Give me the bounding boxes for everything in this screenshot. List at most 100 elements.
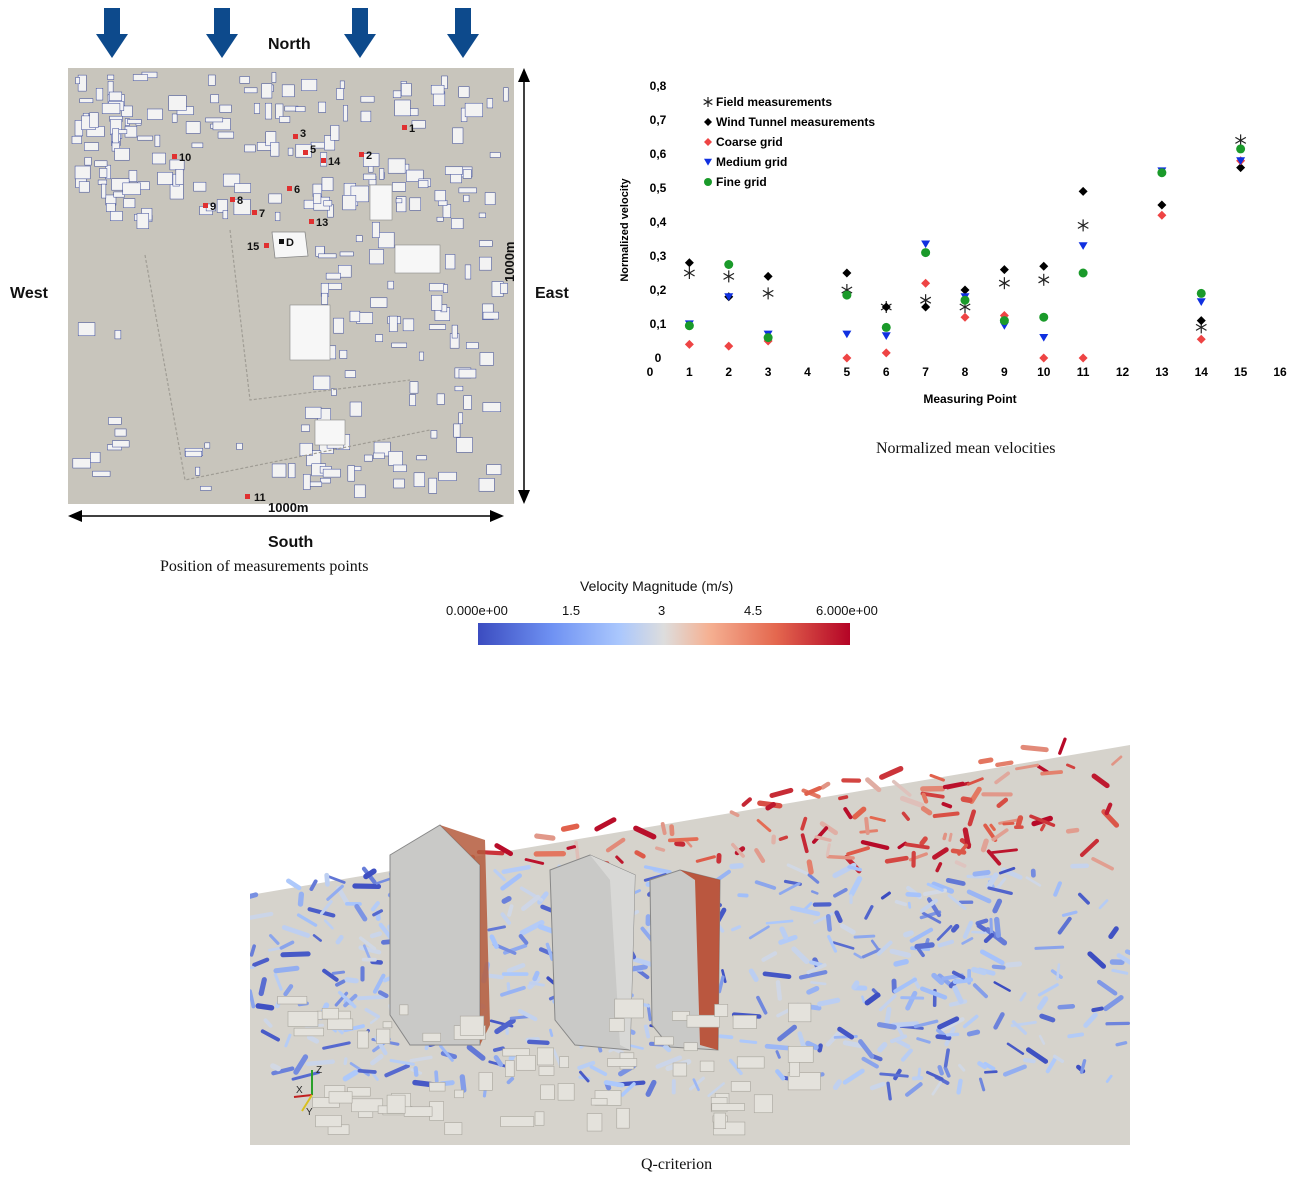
vortex-tube: [1091, 857, 1114, 871]
vortex-tube: [996, 877, 1007, 890]
vortex-tube: [911, 1076, 924, 1081]
map-building: [208, 74, 216, 86]
vortex-tube: [532, 970, 540, 982]
map-building: [463, 194, 470, 203]
legend-entry: Fine grid: [716, 175, 767, 189]
map-building: [84, 157, 92, 166]
vortex-tube: [327, 875, 346, 884]
city-block: [502, 1048, 530, 1057]
city-block: [537, 1047, 554, 1066]
map-building: [442, 204, 452, 218]
city-block: [293, 1027, 324, 1037]
x-tick-label: 1: [686, 365, 693, 379]
vortex-tube: [377, 990, 389, 999]
vortex-tube: [260, 1029, 280, 1042]
measurement-point-label: 5: [310, 144, 316, 156]
map-building: [458, 86, 470, 98]
vortex-tube: [336, 885, 350, 906]
vortex-tube: [876, 1022, 897, 1030]
map-building: [458, 368, 477, 379]
vortex-tube: [900, 996, 925, 1000]
city-blocks: [277, 996, 821, 1136]
map-building: [387, 280, 394, 290]
vortex-tube: [884, 855, 909, 864]
map-building: [321, 177, 334, 191]
map-building: [411, 120, 426, 129]
map-building: [323, 200, 333, 207]
vortex-tube: [800, 833, 809, 854]
vortex-tube: [889, 948, 912, 958]
measurement-point-label: 7: [259, 208, 265, 220]
vortex-tube: [777, 1024, 797, 1042]
vortex-tube: [864, 816, 870, 835]
data-point-asterisk: [703, 97, 713, 107]
vortex-tube: [291, 1071, 320, 1081]
map-building: [464, 264, 472, 280]
vortex-tube: [976, 923, 987, 932]
colorbar-tick: 4.5: [744, 603, 763, 618]
map-building: [478, 478, 495, 492]
vortex-tube: [731, 842, 745, 858]
data-point-circle: [1039, 312, 1049, 322]
vortex-tube: [363, 868, 377, 880]
vortex-tube: [646, 1003, 652, 1022]
vortex-tube: [966, 874, 985, 879]
vortex-tube: [987, 886, 1013, 895]
vortex-tube: [250, 911, 274, 920]
vortex-tube: [926, 882, 944, 892]
axis-y-label: Y: [306, 1107, 313, 1118]
vortex-tube: [344, 977, 359, 984]
city-block: [713, 1112, 727, 1130]
vortex-tube: [1124, 949, 1130, 956]
vortex-tube: [861, 1056, 879, 1069]
vortex-tube: [655, 1055, 683, 1069]
map-building-large: [369, 184, 393, 221]
vortex-tube: [961, 937, 974, 945]
vortex-tube: [322, 968, 339, 982]
data-point-circle: [842, 290, 852, 300]
map-building: [333, 317, 344, 334]
vortex-tube: [907, 901, 912, 909]
vortex-tube: [1091, 773, 1110, 789]
data-point-diamond: [1078, 353, 1088, 363]
map-building: [106, 203, 116, 212]
vortex-tube: [833, 887, 848, 898]
measurement-point-marker: [309, 219, 314, 224]
vortex-tube: [1105, 1074, 1113, 1083]
map-building: [503, 87, 509, 102]
map-building: [122, 182, 141, 195]
map-building: [305, 406, 322, 419]
x-tick-label: 7: [922, 365, 929, 379]
vortex-tube: [945, 1032, 960, 1037]
vortex-tube: [848, 876, 863, 897]
vortex-tube: [937, 1016, 960, 1030]
vortex-tube: [717, 975, 725, 994]
vortex-tube: [809, 960, 824, 967]
vortex-tube: [812, 826, 829, 844]
map-building: [152, 152, 166, 165]
x-tick-label: 4: [804, 365, 811, 379]
vortex-tube: [1020, 744, 1049, 753]
x-tick-label: 3: [765, 365, 772, 379]
vortex-tube: [1037, 996, 1049, 1011]
vortex-tube: [893, 958, 909, 967]
vortex-tube: [904, 842, 930, 850]
vortex-tube: [880, 891, 891, 900]
map-building: [456, 437, 473, 453]
city-block: [732, 1015, 757, 1029]
vortex-tube: [1056, 963, 1061, 981]
map-building: [360, 110, 372, 122]
data-point-circle: [724, 260, 734, 269]
map-building: [107, 74, 115, 80]
vortex-tube: [1083, 1012, 1098, 1028]
data-point-diamond: [960, 285, 970, 295]
vortex-tube: [1036, 764, 1049, 774]
map-building: [395, 198, 403, 204]
map-building: [114, 148, 130, 161]
vortex-tube: [633, 825, 657, 840]
map-building: [392, 182, 406, 192]
data-point-diamond: [881, 302, 891, 312]
vortex-tube: [853, 952, 863, 959]
vortex-tube: [684, 839, 693, 848]
map-building: [354, 484, 366, 498]
